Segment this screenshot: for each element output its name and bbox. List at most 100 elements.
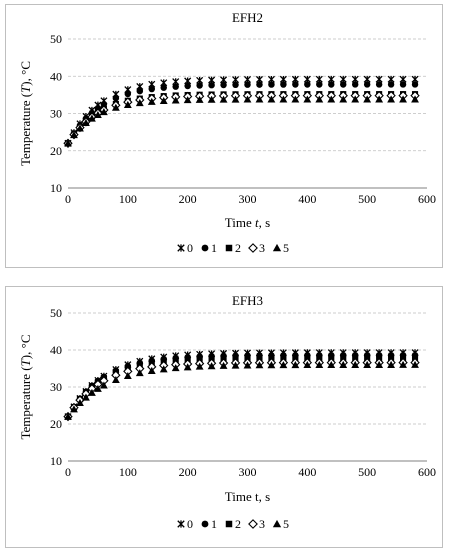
data-point <box>291 361 300 369</box>
data-point <box>411 95 419 103</box>
data-point <box>315 360 324 369</box>
data-point <box>82 393 90 401</box>
data-point <box>99 108 108 116</box>
data-point <box>82 118 90 127</box>
data-point <box>267 95 276 103</box>
x-tick-label: 400 <box>298 192 316 206</box>
data-point <box>111 103 120 111</box>
data-point <box>172 83 179 90</box>
axis-label-part: ), °C <box>18 61 33 86</box>
data-point <box>363 95 372 103</box>
axis-label-part: ), °C <box>18 334 33 359</box>
axis-label-part: Time <box>225 215 255 230</box>
data-point <box>303 95 312 103</box>
data-point <box>220 81 227 89</box>
x-tick-label: 200 <box>179 192 197 206</box>
data-point <box>351 360 360 368</box>
data-point <box>159 97 168 105</box>
data-point <box>387 360 396 368</box>
data-point <box>363 360 372 368</box>
legend-label: 2 <box>235 517 241 531</box>
legend-label: 0 <box>187 241 193 255</box>
data-point <box>99 381 108 389</box>
data-point <box>70 131 78 139</box>
data-point <box>303 361 312 369</box>
x-tick-label: 300 <box>239 465 257 479</box>
data-point <box>363 81 371 88</box>
data-point <box>327 95 336 103</box>
data-point <box>268 81 275 88</box>
y-tick-label: 30 <box>50 107 62 121</box>
x-tick-label: 0 <box>65 192 71 206</box>
data-point <box>339 360 348 368</box>
data-point <box>183 363 192 371</box>
x-axis-label: Time t, s <box>225 215 270 230</box>
data-point <box>315 95 324 103</box>
legend-label: 1 <box>211 241 217 255</box>
data-point <box>147 97 156 105</box>
x-tick-label: 0 <box>65 465 71 479</box>
data-point <box>111 376 120 384</box>
x-tick-label: 400 <box>298 465 316 479</box>
data-point <box>88 388 96 396</box>
data-point <box>291 95 300 103</box>
legend-marker-asterisk <box>177 244 185 252</box>
legend-label: 0 <box>187 517 193 531</box>
data-point <box>399 81 407 88</box>
data-point <box>207 362 216 370</box>
x-tick-label: 100 <box>119 465 137 479</box>
data-point <box>94 384 102 392</box>
y-axis-label: Temperature (T), °C <box>18 334 33 439</box>
data-point <box>76 398 84 407</box>
data-point <box>184 82 191 90</box>
legend-label: 3 <box>259 517 265 531</box>
legend-marker-square <box>225 520 233 528</box>
legend-marker-diamond <box>248 519 258 529</box>
data-point <box>219 95 228 103</box>
data-point <box>135 369 144 377</box>
y-axis-label: Temperature (T), °C <box>18 61 33 166</box>
chart-title: EFH2 <box>232 10 263 25</box>
data-point <box>88 114 96 122</box>
legend-marker-diamond <box>248 243 258 253</box>
data-point <box>304 81 311 88</box>
data-point <box>351 95 360 103</box>
data-point <box>64 412 72 420</box>
data-point <box>123 100 132 108</box>
data-point <box>195 362 204 370</box>
data-point <box>171 364 180 372</box>
series-5 <box>64 95 419 147</box>
y-tick-label: 50 <box>50 32 62 46</box>
axis-label-part: Temperature ( <box>18 366 33 439</box>
y-tick-label: 20 <box>50 144 62 158</box>
data-point <box>136 87 144 95</box>
data-point <box>375 81 383 88</box>
data-point <box>183 96 192 104</box>
data-point <box>70 405 78 413</box>
data-point <box>244 81 251 88</box>
data-point <box>94 110 102 118</box>
data-point <box>232 81 239 89</box>
y-tick-label: 30 <box>50 380 62 394</box>
chart-title: EFH3 <box>232 293 263 308</box>
y-tick-label: 20 <box>50 417 62 431</box>
data-point <box>231 95 240 103</box>
axis-label-part: T <box>18 85 33 93</box>
y-tick-label: 40 <box>50 343 62 357</box>
data-point <box>327 360 336 368</box>
data-point <box>160 84 167 91</box>
x-tick-label: 600 <box>418 465 436 479</box>
x-tick-label: 300 <box>239 192 257 206</box>
data-point <box>387 81 395 88</box>
data-point <box>399 95 407 103</box>
data-point <box>196 82 203 89</box>
data-point <box>207 95 216 103</box>
data-point <box>279 361 288 369</box>
data-point <box>76 124 84 132</box>
data-point <box>280 81 287 88</box>
data-point <box>316 81 323 88</box>
y-tick-label: 10 <box>50 181 62 195</box>
data-point <box>123 372 132 380</box>
data-point <box>375 95 384 103</box>
chart-panel-efh2: EFH2 10 20 30 40 50 0 100 200 300 400 500 600 Time t,… <box>5 4 443 268</box>
